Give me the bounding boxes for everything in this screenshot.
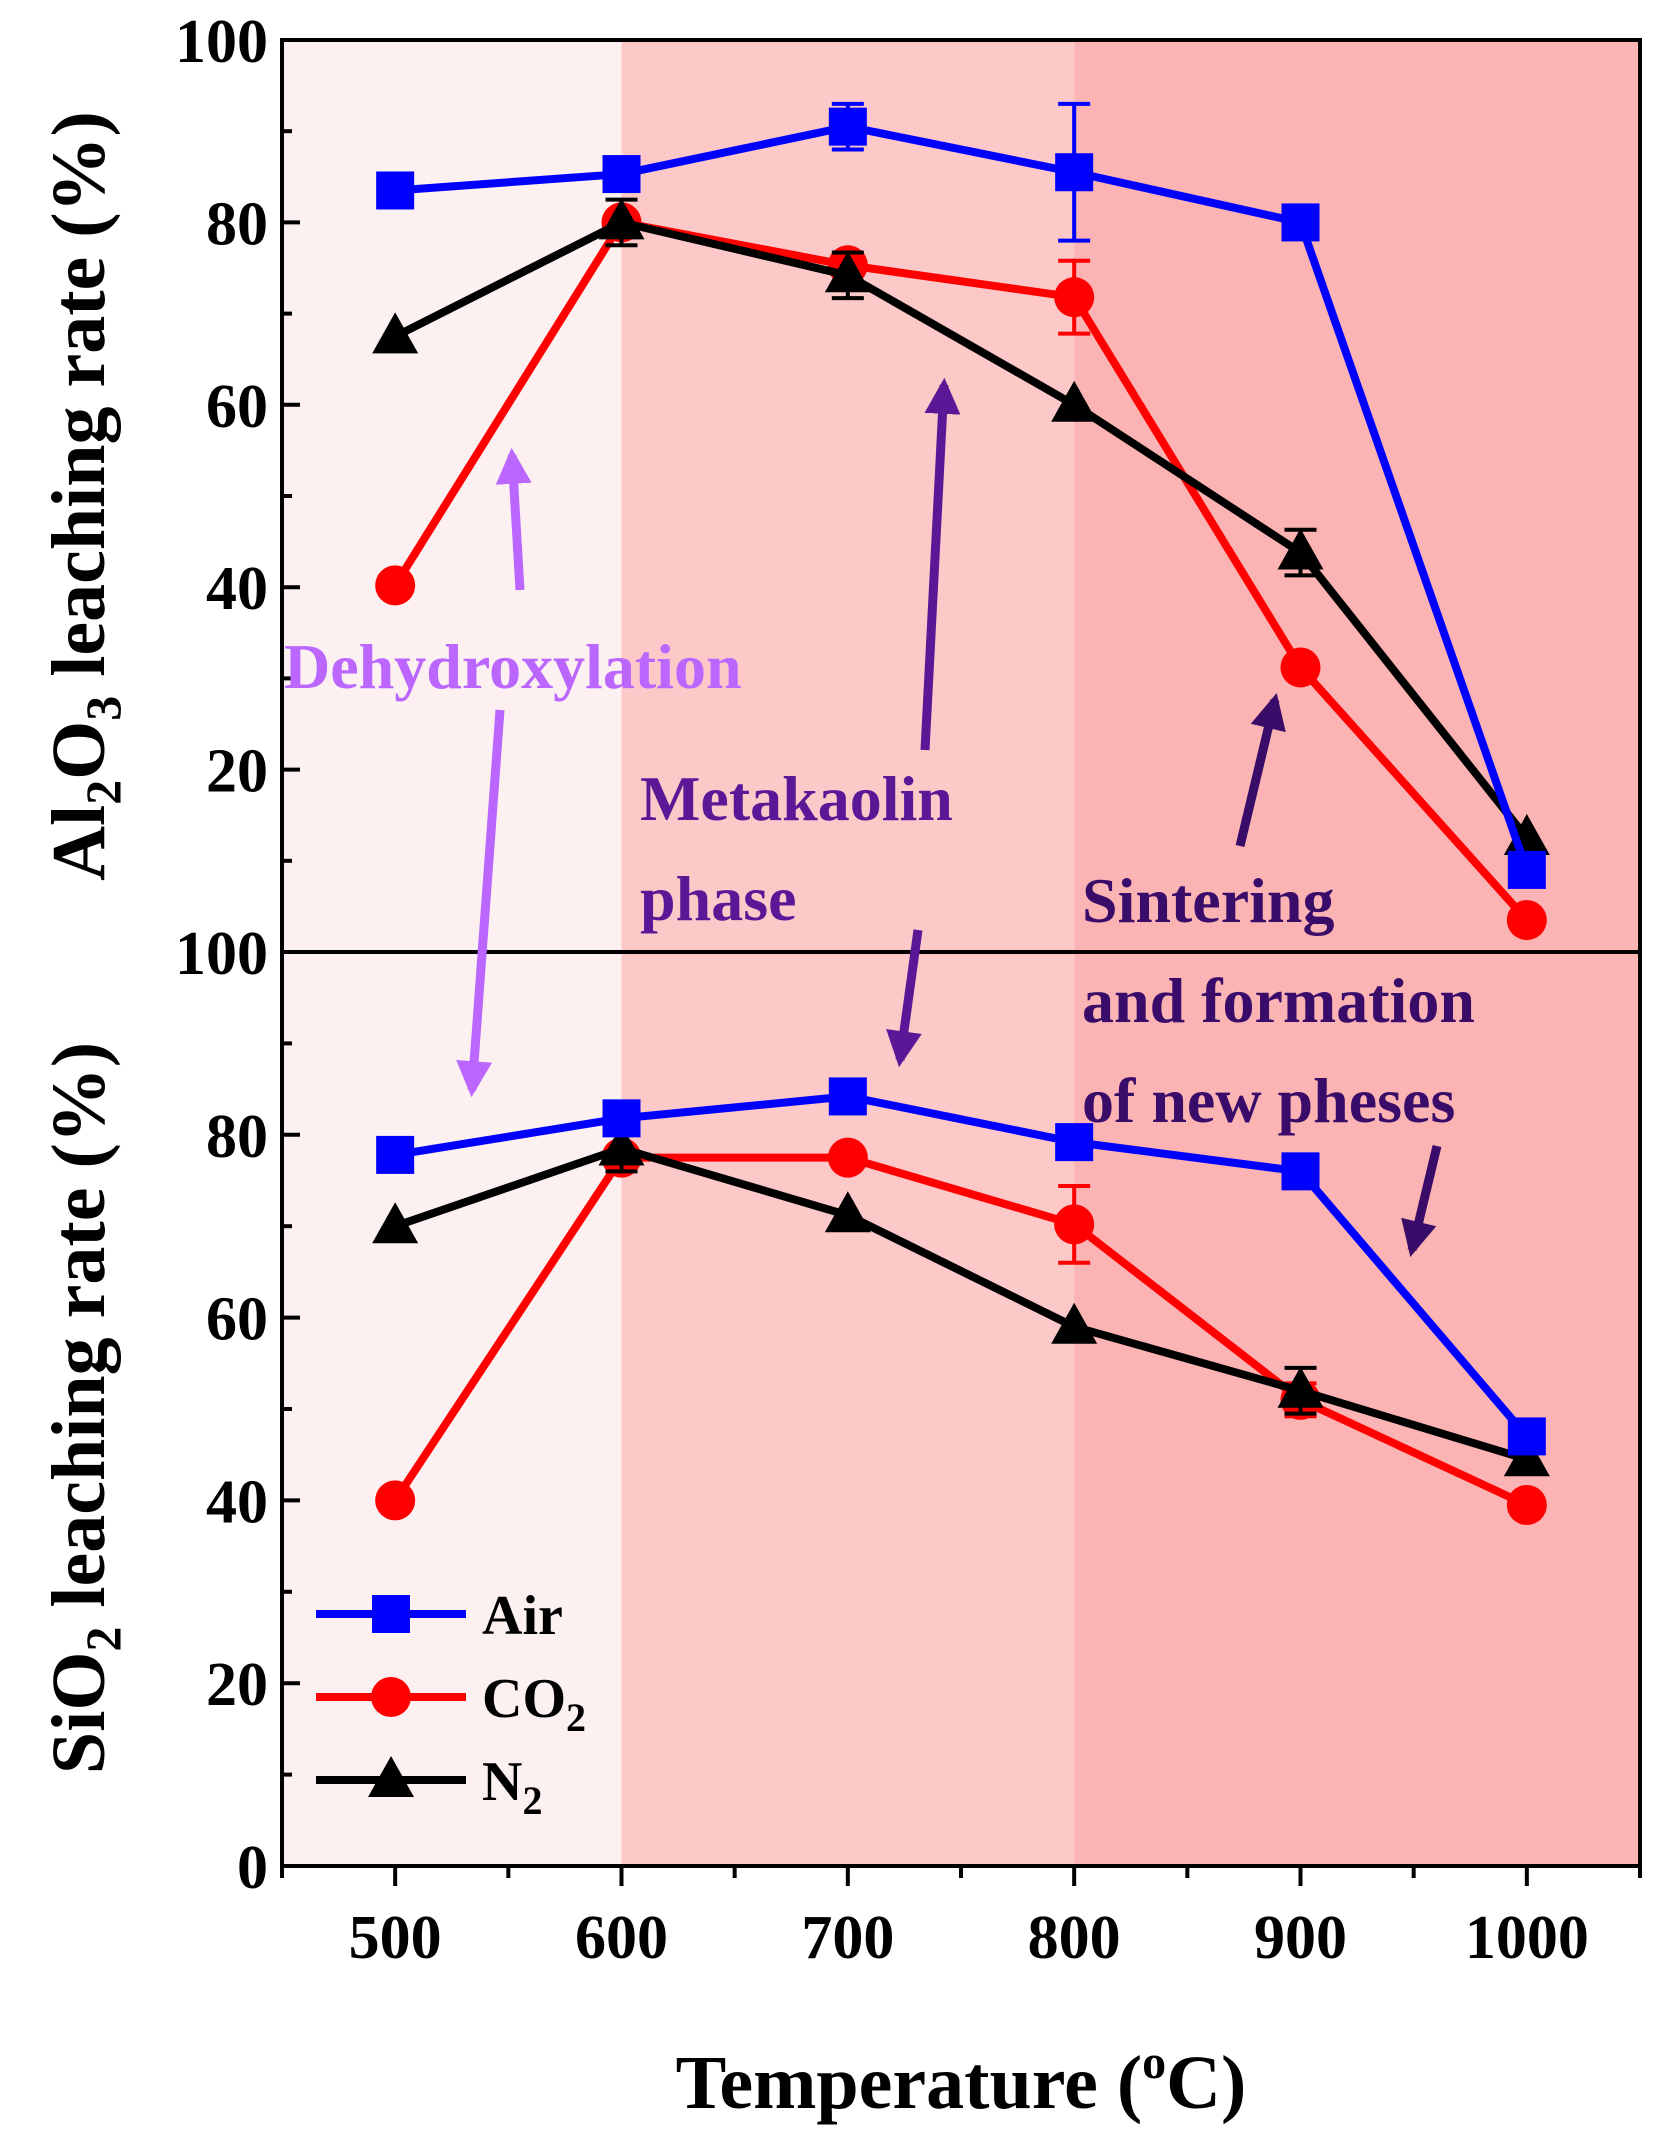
data-point [1277,528,1324,570]
data-point [1281,1152,1320,1191]
y-tick-label: 0 [237,1834,268,1902]
series-line [393,218,1530,841]
legend: Air CO2 N2 [316,1585,586,1823]
data-point [824,251,871,293]
data-point [1506,900,1547,941]
data-point [1277,1366,1324,1408]
metakaolin-label: phase [640,863,797,934]
y-tick-label: 40 [206,555,268,623]
legend-marker [368,1756,414,1797]
sintering-arrow [1401,1144,1442,1258]
data-point [1280,647,1321,688]
metakaolin-arrow [920,377,961,751]
y-tick-label: 20 [206,1651,268,1719]
y-axis-title-bottom: SiO2 leaching rate (%) [37,1042,131,1774]
data-point [375,565,416,606]
data-point [1054,1204,1095,1245]
data-point [372,312,419,354]
legend-label: N2 [482,1751,542,1823]
data-point [1281,203,1320,242]
data-point [375,1480,416,1521]
sintering-label: Sintering [1082,865,1334,936]
y-tick-label: 40 [206,1468,268,1536]
series-top-n2 [372,197,1550,855]
dehydroxylation-arrow [495,447,532,591]
series-layer [372,101,1550,1525]
data-point [1055,1123,1094,1162]
y-tick-label: 60 [206,1286,268,1354]
annotations: Dehydroxylation Metakaolin phase Sintering a… [284,377,1475,1258]
metakaolin-label: Metakaolin [640,763,953,834]
series-line [391,218,1530,923]
x-tick-label: 1000 [1465,1904,1589,1972]
data-point [1055,153,1094,192]
dehydroxylation-arrow [456,709,505,1098]
series-line [391,1153,1529,1509]
legend-label: CO2 [482,1668,586,1740]
data-point [828,107,867,146]
data-point [1051,380,1098,422]
legend-marker [371,1677,411,1717]
metakaolin-arrow [886,929,923,1068]
data-point [828,1077,867,1116]
y-tick-label: 80 [206,1103,268,1171]
data-point [1051,1302,1098,1344]
series-top-air [376,101,1546,889]
data-point [1054,277,1095,318]
legend-item-n: N2 [316,1751,542,1823]
data-point [827,1137,868,1178]
y-axis-title-top: Al2O3 leaching rate (%) [37,111,131,881]
data-point [602,155,641,194]
axes-frame [280,38,1642,1886]
data-point [602,1099,641,1138]
legend-marker [372,1595,410,1633]
series-line [394,1092,1530,1440]
data-point [598,198,645,240]
series-line [394,122,1531,872]
data-point [1506,1484,1547,1525]
x-tick-label: 600 [575,1904,668,1972]
x-tick-label: 800 [1028,1904,1121,1972]
data-point [824,1191,871,1233]
y-tick-label: 100 [175,8,268,76]
series-bottom-air [376,1077,1546,1456]
data-point [376,1135,415,1174]
y-tick-label: 60 [206,373,268,441]
data-point [376,171,415,210]
y-tick-label: 20 [206,738,268,806]
series-line [393,1144,1528,1464]
y-tick-label: 80 [206,190,268,258]
data-point [372,1202,419,1244]
sintering-label: and formation [1082,965,1475,1036]
x-tick-label: 500 [349,1904,442,1972]
dehydroxylation-label: Dehydroxylation [284,631,742,702]
data-point [1507,850,1546,889]
sintering-label: of new pheses [1082,1065,1455,1136]
legend-item-air: Air [316,1585,563,1647]
legend-label: Air [482,1585,563,1647]
x-tick-label: 900 [1254,1904,1347,1972]
data-point [1503,1435,1550,1477]
x-tick-label: 700 [801,1904,894,1972]
legend-item-co: CO2 [316,1668,586,1740]
data-point [1507,1417,1546,1456]
x-axis-title: Temperature (oC) [676,2036,1247,2125]
sintering-arrow [1235,692,1286,848]
y-tick-label: 100 [175,920,268,988]
data-point [598,1124,645,1166]
